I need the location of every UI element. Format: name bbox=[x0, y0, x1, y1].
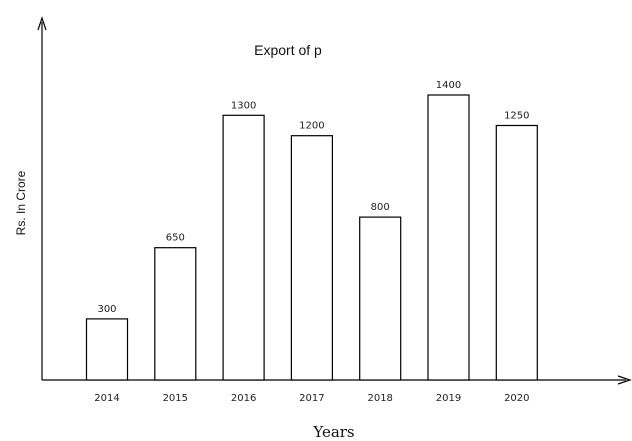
x-tick-label-2016: 2016 bbox=[231, 393, 256, 404]
x-tick-label-2020: 2020 bbox=[504, 393, 529, 404]
data-label-2016: 1300 bbox=[231, 100, 256, 111]
bar-2014 bbox=[85, 318, 129, 381]
data-label-2015: 650 bbox=[166, 233, 185, 244]
y-axis-arrow-icon bbox=[37, 16, 47, 31]
x-tick-label-2015: 2015 bbox=[163, 393, 188, 404]
data-label-2019: 1400 bbox=[436, 80, 461, 91]
bars-group: 300 2014 650 2015 1300 2016 1200 2017 800 2018 140… bbox=[85, 80, 538, 404]
x-axis-label: Years bbox=[312, 423, 354, 441]
bar-2018 bbox=[359, 216, 402, 381]
x-tick-label-2014: 2014 bbox=[94, 393, 119, 404]
x-axis-arrow-icon bbox=[617, 375, 632, 385]
x-tick-label-2017: 2017 bbox=[299, 393, 324, 404]
bar-2015 bbox=[154, 247, 197, 381]
x-tick-label-2019: 2019 bbox=[436, 393, 461, 404]
data-label-2020: 1250 bbox=[504, 111, 529, 122]
x-tick-label-2018: 2018 bbox=[367, 393, 392, 404]
bar-2020 bbox=[495, 124, 538, 381]
bar-2019 bbox=[427, 94, 470, 381]
bar-2016 bbox=[222, 114, 265, 381]
data-label-2018: 800 bbox=[371, 202, 390, 213]
bar-2017 bbox=[290, 135, 333, 381]
data-label-2014: 300 bbox=[97, 304, 116, 315]
y-axis-label: Rs. In Crore bbox=[14, 170, 28, 235]
chart-title: Export of p bbox=[254, 42, 322, 58]
data-label-2017: 1200 bbox=[299, 121, 324, 132]
